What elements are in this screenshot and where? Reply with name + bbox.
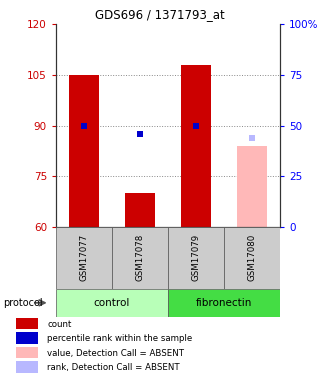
Text: GSM17080: GSM17080 — [247, 234, 257, 281]
Bar — [56, 227, 112, 289]
Text: GSM17077: GSM17077 — [79, 234, 89, 281]
Bar — [224, 227, 280, 289]
Bar — [16, 318, 38, 329]
Bar — [68, 75, 100, 227]
Bar — [168, 289, 280, 317]
Bar — [56, 289, 168, 317]
Bar — [168, 227, 224, 289]
Text: fibronectin: fibronectin — [196, 298, 252, 308]
Bar — [236, 146, 268, 227]
Bar — [16, 347, 38, 358]
Bar — [180, 65, 212, 227]
Text: control: control — [94, 298, 130, 308]
Text: percentile rank within the sample: percentile rank within the sample — [47, 334, 192, 343]
Bar — [16, 332, 38, 344]
Text: rank, Detection Call = ABSENT: rank, Detection Call = ABSENT — [47, 363, 180, 372]
Text: GDS696 / 1371793_at: GDS696 / 1371793_at — [95, 8, 225, 21]
Text: value, Detection Call = ABSENT: value, Detection Call = ABSENT — [47, 349, 184, 358]
Bar — [16, 362, 38, 373]
Text: count: count — [47, 320, 72, 328]
Text: protocol: protocol — [3, 298, 43, 308]
Text: GSM17078: GSM17078 — [135, 234, 145, 281]
Text: GSM17079: GSM17079 — [191, 234, 201, 281]
Bar — [112, 227, 168, 289]
Bar — [124, 193, 156, 227]
